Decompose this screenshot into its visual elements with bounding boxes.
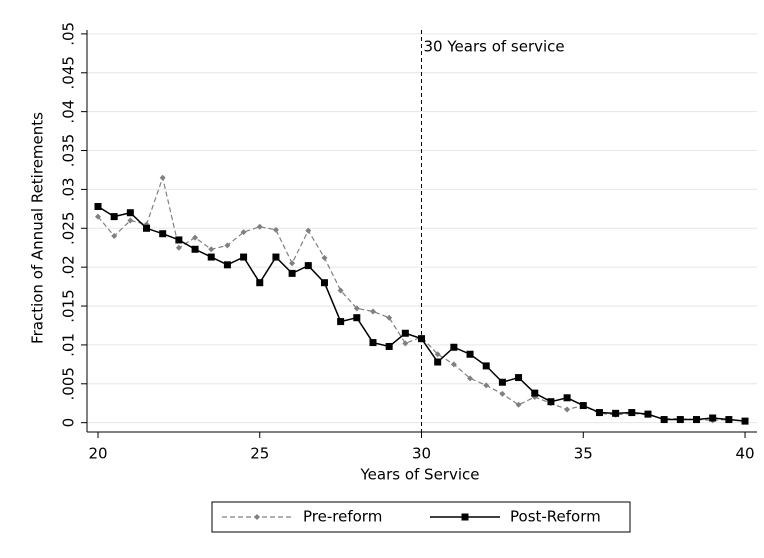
x-axis-label: Years of Service <box>359 466 479 484</box>
data-point <box>401 329 409 337</box>
data-point <box>353 314 361 322</box>
data-point <box>337 318 345 326</box>
data-point <box>450 361 457 368</box>
data-point <box>256 279 264 287</box>
data-point <box>644 410 652 418</box>
data-point <box>94 203 102 211</box>
data-point <box>482 362 490 370</box>
data-point <box>369 308 376 315</box>
data-point <box>693 416 701 424</box>
data-point <box>676 416 684 424</box>
data-point <box>175 244 182 251</box>
x-tick-label: 35 <box>574 445 593 463</box>
data-point <box>450 343 458 351</box>
data-point <box>126 209 134 217</box>
y-tick-label: 0 <box>60 418 78 428</box>
data-point <box>223 261 231 269</box>
y-tick-label: .005 <box>60 367 78 400</box>
data-point <box>579 402 587 410</box>
y-tick-label: .035 <box>60 134 78 167</box>
y-tick-label: .05 <box>60 22 78 46</box>
annotation: 30 Years of service <box>424 38 565 56</box>
y-tick-label: .015 <box>60 289 78 322</box>
data-point <box>272 253 280 261</box>
data-point <box>515 401 522 408</box>
x-tick-label: 25 <box>250 445 269 463</box>
data-point <box>741 417 749 425</box>
legend-label: Pre-reform <box>303 508 382 526</box>
data-point <box>563 394 571 402</box>
data-point <box>127 217 134 224</box>
data-point <box>725 416 733 424</box>
data-point <box>94 213 101 220</box>
x-tick-label: 30 <box>412 445 431 463</box>
data-point <box>709 414 717 422</box>
data-point <box>110 213 118 221</box>
data-point <box>191 245 199 253</box>
x-tick-label: 40 <box>735 445 754 463</box>
data-point <box>272 226 279 233</box>
y-tick-label: .045 <box>60 56 78 89</box>
data-point <box>256 223 263 230</box>
data-point <box>660 416 668 424</box>
data-point <box>418 335 426 343</box>
data-point <box>385 342 393 350</box>
data-point <box>564 406 571 413</box>
data-point <box>434 358 442 366</box>
data-point <box>304 262 312 270</box>
data-point <box>628 409 636 417</box>
y-tick-label: .02 <box>60 255 78 279</box>
data-point <box>337 287 344 294</box>
data-point <box>207 253 215 261</box>
data-point <box>240 253 248 261</box>
data-point <box>240 229 247 236</box>
data-point <box>434 351 441 358</box>
y-tick-label: .03 <box>60 177 78 201</box>
data-point <box>208 246 215 253</box>
data-point <box>111 233 118 240</box>
data-point <box>595 409 603 417</box>
data-point <box>467 375 474 382</box>
data-point <box>353 305 360 312</box>
data-point <box>289 260 296 267</box>
series-line <box>97 175 746 422</box>
y-tick-label: .025 <box>60 212 78 245</box>
data-point <box>612 409 620 417</box>
data-point <box>369 339 377 347</box>
legend-marker <box>254 514 260 520</box>
data-point <box>321 254 328 261</box>
x-tick-label: 20 <box>88 445 107 463</box>
data-point <box>320 279 328 287</box>
data-point <box>159 230 167 238</box>
legend-label: Post-Reform <box>510 508 601 526</box>
data-point <box>499 390 506 397</box>
data-point <box>547 398 555 406</box>
data-point <box>483 382 490 389</box>
data-point <box>498 378 506 386</box>
data-point <box>386 314 393 321</box>
data-point <box>192 234 199 241</box>
y-tick-label: .01 <box>60 333 78 357</box>
y-tick-label: .04 <box>60 100 78 124</box>
data-point <box>143 224 151 232</box>
data-point <box>305 227 312 234</box>
data-point <box>224 242 231 249</box>
data-point <box>402 340 409 347</box>
legend-marker <box>461 513 469 521</box>
data-point <box>515 374 523 382</box>
data-point <box>531 389 539 397</box>
data-point <box>175 236 183 244</box>
data-point <box>466 350 474 358</box>
data-point <box>159 174 166 181</box>
y-axis-label: Fraction of Annual Retirements <box>29 112 47 344</box>
data-point <box>288 269 296 277</box>
